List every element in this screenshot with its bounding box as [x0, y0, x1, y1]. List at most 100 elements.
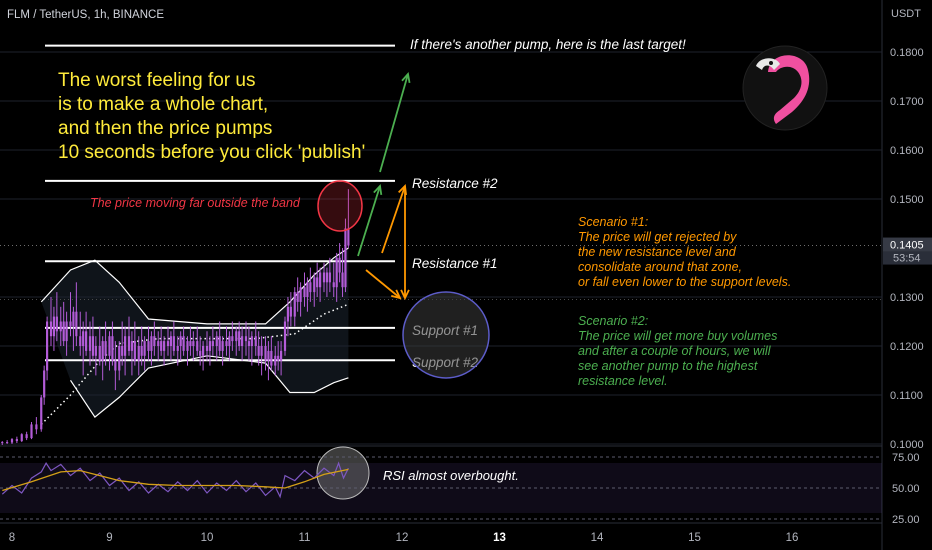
candle-body — [49, 321, 53, 337]
candle-body — [341, 272, 344, 288]
scenario-2-line-2: The price will get more buy volumes — [578, 329, 777, 343]
candle-body — [313, 277, 316, 293]
time-axis-labels: 8 9 10 11 12 13 14 15 16 — [9, 532, 799, 544]
candle-body — [199, 350, 202, 356]
headline-line-2: is to make a whole chart, — [58, 94, 268, 115]
last-price-value: 0.1405 — [890, 240, 924, 252]
scenario-1-line-1: Scenario #1: — [578, 215, 648, 229]
bollinger-fill — [41, 248, 349, 418]
candle-body — [25, 434, 28, 439]
last-target-note: If there's another pump, here is the las… — [410, 37, 686, 52]
candle-body — [153, 336, 156, 346]
level-label: Resistance #2 — [412, 176, 498, 191]
bollinger-upper-line — [40, 247, 349, 325]
candle-body — [228, 336, 231, 346]
arrow-to-last-target — [379, 73, 409, 173]
scenario-2-line-5: resistance level. — [578, 374, 668, 388]
candle-body — [235, 331, 238, 342]
candle-body — [40, 397, 43, 430]
candle-body — [133, 341, 136, 361]
candle-body — [118, 346, 121, 371]
candle-body — [316, 277, 319, 288]
candle-body — [65, 321, 68, 342]
candle-body — [140, 346, 143, 356]
candle-body — [59, 321, 62, 332]
rsi-note: RSI almost overbought. — [383, 468, 519, 483]
candle-body — [150, 336, 153, 351]
candle-body — [147, 341, 150, 351]
candle-body — [91, 336, 95, 356]
candle-body — [52, 316, 56, 337]
candle-body — [98, 346, 101, 361]
candle-body — [231, 336, 234, 342]
candle-body — [6, 442, 9, 444]
candle-body — [108, 336, 111, 356]
candle-body — [15, 439, 18, 442]
rsi-circle — [316, 446, 370, 500]
candle-body — [10, 439, 14, 443]
candle-body — [121, 346, 124, 356]
candle-body — [257, 346, 260, 356]
candle-body — [215, 336, 218, 346]
candle-body — [85, 331, 88, 351]
arrow-down-orange-head — [400, 289, 410, 301]
bollinger-bands — [40, 247, 349, 425]
support-zone-circle — [402, 291, 490, 379]
countdown-box — [883, 251, 932, 265]
candle-body — [238, 331, 241, 346]
symbol-title[interactable]: FLM / TetherUS, 1h, BINANCE — [7, 9, 164, 21]
price-tick-label: 0.1800 — [890, 47, 924, 59]
arrow-to-support-head — [391, 289, 402, 300]
scenario-1-line-5: or fall even lower to the support levels… — [578, 275, 791, 289]
candle-body — [169, 336, 173, 346]
candle-body — [319, 272, 322, 288]
headline-note: The worst feeling for us is to make a wh… — [58, 70, 365, 163]
rsi-indicator — [0, 456, 882, 520]
brand-logo — [742, 45, 828, 131]
price-tick-label: 0.1700 — [890, 96, 924, 108]
rsi-axis-ticks: 75.00 50.00 25.00 — [892, 452, 920, 526]
candle-body — [101, 341, 104, 361]
candle-body — [30, 424, 33, 439]
candle-body — [35, 424, 38, 430]
candle-body — [157, 341, 160, 346]
candle-body — [211, 341, 214, 346]
arrow-to-support — [365, 269, 401, 299]
outside-band-circle — [317, 180, 363, 232]
candle-body — [46, 321, 49, 371]
candle-body — [260, 346, 263, 356]
time-label: 9 — [106, 532, 112, 544]
currency-label: USDT — [891, 8, 921, 20]
scenario-1-line-3: the new resistance level and — [578, 245, 737, 259]
countdown-value: 53:54 — [893, 253, 921, 265]
candle-body — [104, 341, 107, 356]
candle-body — [208, 341, 212, 351]
scenario-2-note: Scenario #2: The price will get more buy… — [578, 314, 777, 388]
candle-body — [137, 346, 140, 361]
price-tick-label: 0.1300 — [890, 292, 924, 304]
time-label: 12 — [396, 532, 409, 544]
candle-body — [163, 341, 166, 351]
price-tick-label: 0.1600 — [890, 145, 924, 157]
candle-body — [250, 336, 253, 346]
candle-body — [62, 321, 65, 342]
candle-body — [344, 228, 347, 288]
arrow-to-last-target-head — [401, 72, 411, 84]
logo-body — [768, 55, 810, 124]
candle-body — [274, 355, 277, 366]
candle-body — [225, 341, 228, 346]
price-tick-label: 0.1000 — [890, 439, 924, 451]
time-label: 15 — [688, 532, 701, 544]
scenario-1-note: Scenario #1: The price will get rejected… — [578, 215, 791, 289]
time-label: 16 — [786, 532, 799, 544]
candle-body — [179, 336, 182, 346]
candle-body — [189, 341, 192, 346]
price-tick-label: 0.1500 — [890, 194, 924, 206]
candle-body — [182, 336, 185, 351]
candle-body — [79, 336, 82, 346]
candle-body — [111, 336, 114, 361]
logo-head — [756, 58, 780, 70]
candle-body — [306, 282, 309, 297]
